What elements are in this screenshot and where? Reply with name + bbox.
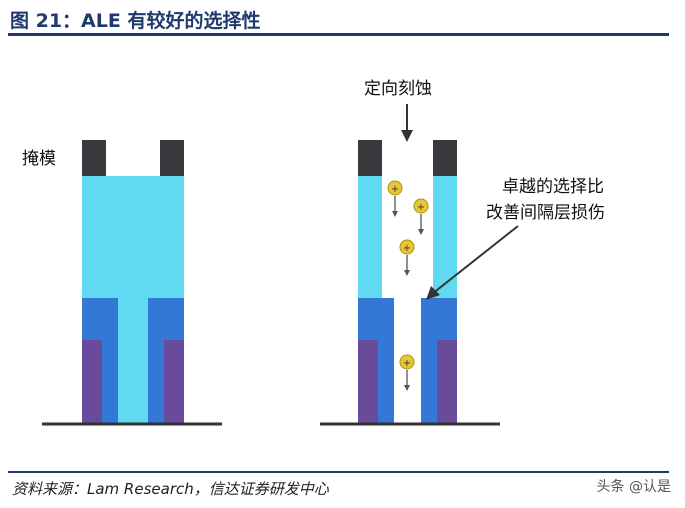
- watermark-text: 头条 @认是: [596, 479, 671, 495]
- left-gate-2: [164, 340, 184, 424]
- etch-direction-label: 定向刻蚀: [364, 79, 432, 99]
- right-mask-block-2: [433, 140, 457, 176]
- svg-text:+: +: [403, 358, 411, 369]
- source-note: 资料来源：Lam Research，信达证券研发中心: [12, 480, 329, 498]
- callout-arrow-shaft: [431, 225, 519, 295]
- ion-particle-3: +: [399, 239, 415, 276]
- footer-divider: [8, 471, 669, 473]
- left-mask-block-2: [160, 140, 184, 176]
- svg-text:+: +: [403, 243, 411, 254]
- svg-text:+: +: [391, 184, 399, 195]
- ion-particle-1: +: [387, 180, 403, 217]
- callout-line-2: 改善间隔层损伤: [486, 203, 605, 223]
- figure-title: 图 21：ALE 有较好的选择性: [10, 10, 261, 32]
- left-mask-block-1: [82, 140, 106, 176]
- etch-arrow-head: [401, 130, 413, 142]
- callout-line-1: 卓越的选择比: [502, 177, 604, 197]
- right-structure: [320, 140, 500, 426]
- ale-selectivity-diagram: 掩模 定向刻蚀 + + + + 卓: [22, 79, 605, 426]
- title-divider: [8, 33, 669, 36]
- callout-arrow-head: [426, 286, 440, 300]
- left-gate-1: [82, 340, 102, 424]
- ion-particle-4: +: [399, 354, 415, 391]
- ion-particle-2: +: [413, 198, 429, 235]
- right-mask-block-1: [358, 140, 382, 176]
- left-structure: [42, 140, 222, 426]
- right-gate-2: [437, 340, 457, 424]
- mask-label: 掩模: [22, 149, 56, 169]
- right-gate-1: [358, 340, 378, 424]
- svg-text:+: +: [417, 202, 425, 213]
